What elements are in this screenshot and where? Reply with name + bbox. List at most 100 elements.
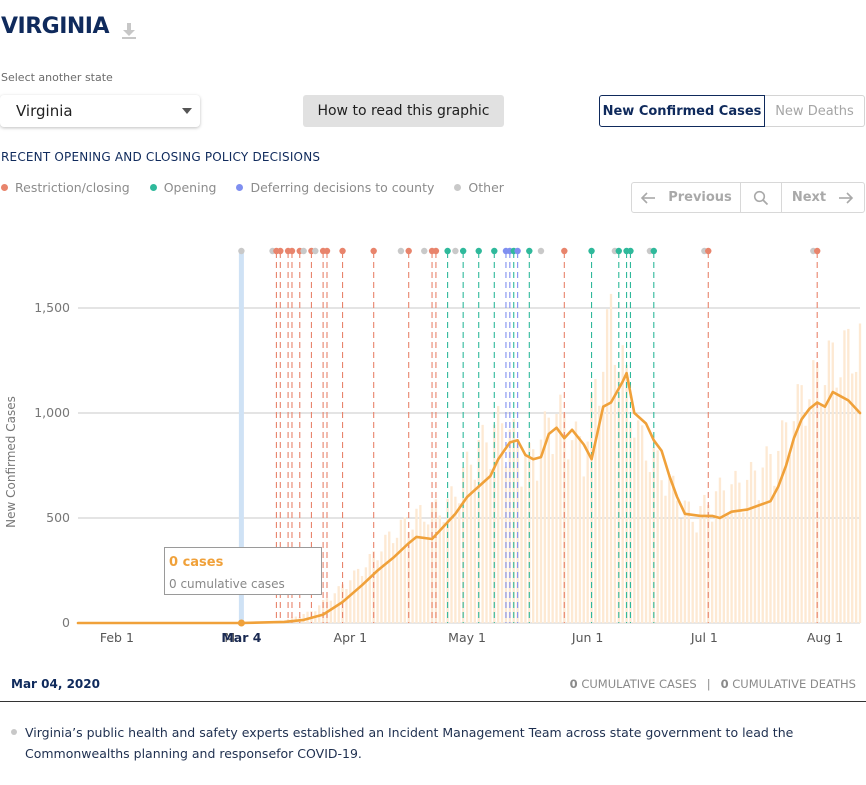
- daily-bar: [761, 467, 764, 623]
- policy-legend: Restriction/closing Opening Deferring de…: [1, 180, 524, 195]
- legend-item-other: Other: [454, 180, 504, 195]
- daily-bar: [714, 491, 718, 623]
- daily-bar: [446, 498, 449, 623]
- daily-bar: [349, 580, 352, 623]
- daily-bar: [570, 440, 574, 623]
- daily-bar: [329, 600, 333, 623]
- daily-bar: [835, 387, 838, 623]
- metric-toggle: New Confirmed Cases New Deaths: [599, 95, 865, 127]
- policy-dot-restriction: [814, 247, 821, 255]
- daily-bar: [563, 413, 566, 623]
- daily-bar: [660, 480, 663, 623]
- daily-bar: [854, 371, 858, 623]
- daily-bar: [532, 449, 535, 623]
- daily-bar: [788, 454, 792, 623]
- daily-bar: [450, 486, 453, 623]
- daily-bar: [753, 470, 757, 623]
- daily-bar: [781, 420, 784, 623]
- daily-bar: [777, 450, 780, 623]
- policy-dot-other: [537, 247, 545, 255]
- daily-bar: [839, 377, 842, 623]
- x-tick-label: May 1: [448, 630, 486, 645]
- legend-label: Opening: [163, 180, 217, 195]
- daily-bar: [843, 330, 846, 623]
- daily-bar: [489, 469, 492, 623]
- legend-dot-restriction: [1, 184, 8, 191]
- new-confirmed-cases-tab[interactable]: New Confirmed Cases: [599, 95, 765, 127]
- search-button[interactable]: [741, 183, 782, 212]
- daily-bar: [687, 501, 690, 623]
- daily-bar: [388, 531, 391, 623]
- cumulative-cases-value: 0: [569, 677, 578, 691]
- daily-bar: [539, 439, 543, 623]
- cumulative-deaths-label: CUMULATIVE DEATHS: [732, 677, 856, 691]
- policy-dot-other: [312, 247, 319, 255]
- policy-dot-restriction: [288, 247, 296, 255]
- legend-dot-other: [454, 184, 462, 191]
- daily-bar: [399, 519, 403, 623]
- search-icon: [753, 190, 769, 205]
- cumulative-summary: 0 CUMULATIVE CASES | 0 CUMULATIVE DEATHS: [570, 677, 856, 691]
- daily-bar: [376, 560, 379, 623]
- daily-bar: [438, 515, 441, 623]
- daily-bar: [858, 323, 862, 623]
- policy-dot-other: [300, 247, 307, 255]
- daily-bar: [395, 537, 399, 623]
- daily-bar: [555, 414, 558, 623]
- policy-dot-opening: [650, 247, 658, 255]
- y-tick-label: 500: [46, 510, 70, 525]
- daily-bar: [567, 459, 570, 623]
- bullet-icon: [11, 729, 17, 735]
- daily-bar: [668, 474, 671, 623]
- daily-bar: [827, 340, 831, 623]
- daily-bar: [419, 505, 422, 623]
- daily-bar: [454, 496, 457, 623]
- policy-dot-other: [421, 247, 428, 255]
- daily-bar: [710, 521, 714, 623]
- daily-bar: [582, 476, 585, 623]
- legend-dot-opening: [149, 184, 157, 191]
- daily-bar: [356, 568, 360, 623]
- daily-bar: [640, 425, 644, 623]
- policy-dot-other: [397, 247, 405, 255]
- policy-dot-other: [452, 247, 459, 255]
- daily-bar: [699, 506, 702, 623]
- y-axis-label: New Confirmed Cases: [4, 396, 18, 528]
- daily-bar: [345, 589, 348, 623]
- daily-bar: [722, 490, 725, 623]
- daily-bar: [609, 293, 613, 623]
- state-select[interactable]: Virginia: [0, 95, 200, 127]
- daily-bar: [559, 394, 562, 623]
- download-icon[interactable]: [121, 22, 137, 40]
- daily-bar: [321, 599, 325, 623]
- how-to-read-button[interactable]: How to read this graphic: [303, 95, 504, 127]
- y-tick-label: 0: [62, 615, 70, 630]
- select-state-label: Select another state: [1, 71, 113, 84]
- daily-bar: [792, 421, 796, 623]
- policy-pager: Previous Next: [631, 182, 865, 213]
- daily-bar: [738, 482, 741, 623]
- daily-bar: [458, 503, 461, 623]
- daily-bar: [473, 479, 477, 623]
- tooltip-cumulative: 0 cumulative cases: [169, 577, 285, 591]
- next-button[interactable]: Next: [782, 183, 864, 212]
- x-tick-label: Aug 1: [807, 630, 843, 645]
- legend-item-opening: Opening: [149, 180, 217, 195]
- new-deaths-tab[interactable]: New Deaths: [765, 95, 865, 127]
- daily-bar: [831, 342, 834, 623]
- legend-label: Restriction/closing: [15, 180, 130, 195]
- policy-dot-restriction: [705, 247, 712, 255]
- daily-bar: [804, 425, 807, 623]
- daily-bar: [318, 605, 321, 623]
- daily-bar: [485, 442, 488, 623]
- daily-bar: [718, 477, 722, 623]
- daily-bar: [675, 500, 679, 623]
- daily-bar: [415, 508, 418, 623]
- cases-chart[interactable]: 0 500 1,000 1,500 New Confirmed Cases Feb 1 M A…: [0, 235, 866, 655]
- policy-dot-opening: [491, 247, 498, 255]
- policy-note-text: Virginia’s public health and safety expe…: [25, 725, 794, 761]
- daily-bar: [621, 345, 624, 623]
- policy-dot-restriction: [370, 247, 377, 255]
- previous-button[interactable]: Previous: [632, 183, 741, 212]
- daily-bar: [512, 419, 515, 623]
